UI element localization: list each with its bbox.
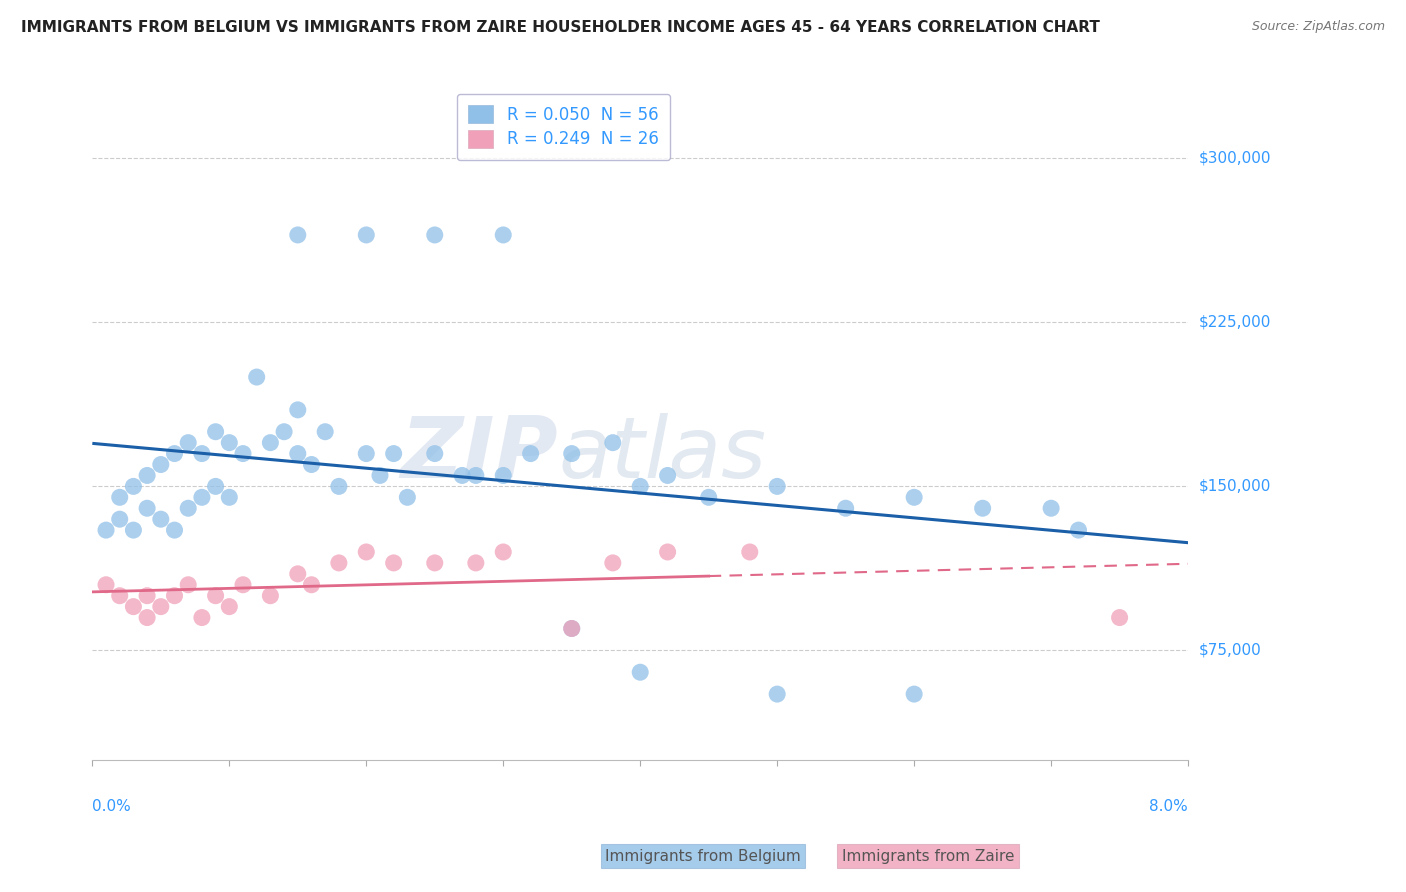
Point (657, 545, 679, 559)
Point (602, 556, 624, 570)
Point (122, 599, 145, 614)
Point (903, 491, 925, 505)
Point (122, 479, 145, 493)
Point (94, 523, 117, 537)
Point (834, 501, 856, 516)
Point (273, 425, 295, 439)
Point (287, 402, 309, 417)
Point (766, 479, 789, 493)
Point (204, 479, 226, 493)
Point (204, 425, 226, 439)
Text: 0.0%: 0.0% (93, 799, 131, 814)
Point (464, 468, 486, 483)
Point (1040, 501, 1063, 516)
Point (697, 491, 720, 505)
Point (492, 227, 515, 242)
Point (218, 491, 240, 505)
Text: atlas: atlas (558, 413, 766, 496)
Point (108, 589, 131, 603)
Text: IMMIGRANTS FROM BELGIUM VS IMMIGRANTS FROM ZAIRE HOUSEHOLDER INCOME AGES 45 - 64: IMMIGRANTS FROM BELGIUM VS IMMIGRANTS FR… (21, 20, 1099, 35)
Point (163, 589, 186, 603)
Text: ZIP: ZIP (401, 413, 558, 496)
Point (561, 622, 583, 636)
Point (177, 578, 200, 592)
Point (301, 458, 323, 472)
Point (903, 687, 925, 701)
Point (492, 468, 515, 483)
Point (204, 589, 226, 603)
Point (628, 479, 651, 493)
Point (218, 599, 240, 614)
Point (136, 610, 159, 624)
Point (149, 458, 172, 472)
Point (738, 545, 761, 559)
Point (246, 370, 269, 384)
Point (561, 447, 583, 461)
Point (602, 435, 624, 450)
Point (301, 578, 323, 592)
Point (628, 665, 651, 680)
Point (149, 512, 172, 526)
Point (163, 447, 186, 461)
Point (232, 578, 254, 592)
Point (382, 447, 405, 461)
Point (314, 425, 336, 439)
Point (136, 589, 159, 603)
Point (396, 491, 419, 505)
Point (191, 447, 214, 461)
Point (108, 491, 131, 505)
Point (122, 523, 145, 537)
Text: $150,000: $150,000 (1199, 479, 1271, 494)
Point (191, 610, 214, 624)
Point (382, 556, 405, 570)
Legend: R = 0.050  N = 56, R = 0.249  N = 26: R = 0.050 N = 56, R = 0.249 N = 26 (457, 94, 671, 161)
Point (163, 523, 186, 537)
Point (108, 512, 131, 526)
Point (972, 501, 994, 516)
Point (149, 599, 172, 614)
Point (423, 447, 446, 461)
Point (259, 589, 281, 603)
Point (1108, 610, 1130, 624)
Point (287, 227, 309, 242)
Point (657, 468, 679, 483)
Point (766, 687, 789, 701)
Text: Immigrants from Zaire: Immigrants from Zaire (842, 849, 1014, 863)
Point (368, 468, 391, 483)
Point (561, 622, 583, 636)
Point (356, 545, 378, 559)
Point (356, 227, 378, 242)
Point (356, 447, 378, 461)
Point (423, 227, 446, 242)
Point (519, 447, 541, 461)
Point (259, 435, 281, 450)
Point (1067, 523, 1090, 537)
Point (287, 566, 309, 581)
Point (191, 491, 214, 505)
Text: $225,000: $225,000 (1199, 315, 1271, 330)
Point (177, 501, 200, 516)
Point (328, 479, 350, 493)
Text: Source: ZipAtlas.com: Source: ZipAtlas.com (1251, 20, 1385, 33)
Text: $75,000: $75,000 (1199, 643, 1261, 658)
Point (451, 468, 474, 483)
Point (287, 447, 309, 461)
Point (136, 501, 159, 516)
Point (232, 447, 254, 461)
Text: $300,000: $300,000 (1199, 151, 1271, 166)
Text: Immigrants from Belgium: Immigrants from Belgium (605, 849, 801, 863)
Point (177, 435, 200, 450)
Point (464, 556, 486, 570)
Point (492, 545, 515, 559)
Point (94, 578, 117, 592)
Text: 8.0%: 8.0% (1149, 799, 1188, 814)
Point (328, 556, 350, 570)
Point (136, 468, 159, 483)
Point (423, 556, 446, 570)
Point (218, 435, 240, 450)
